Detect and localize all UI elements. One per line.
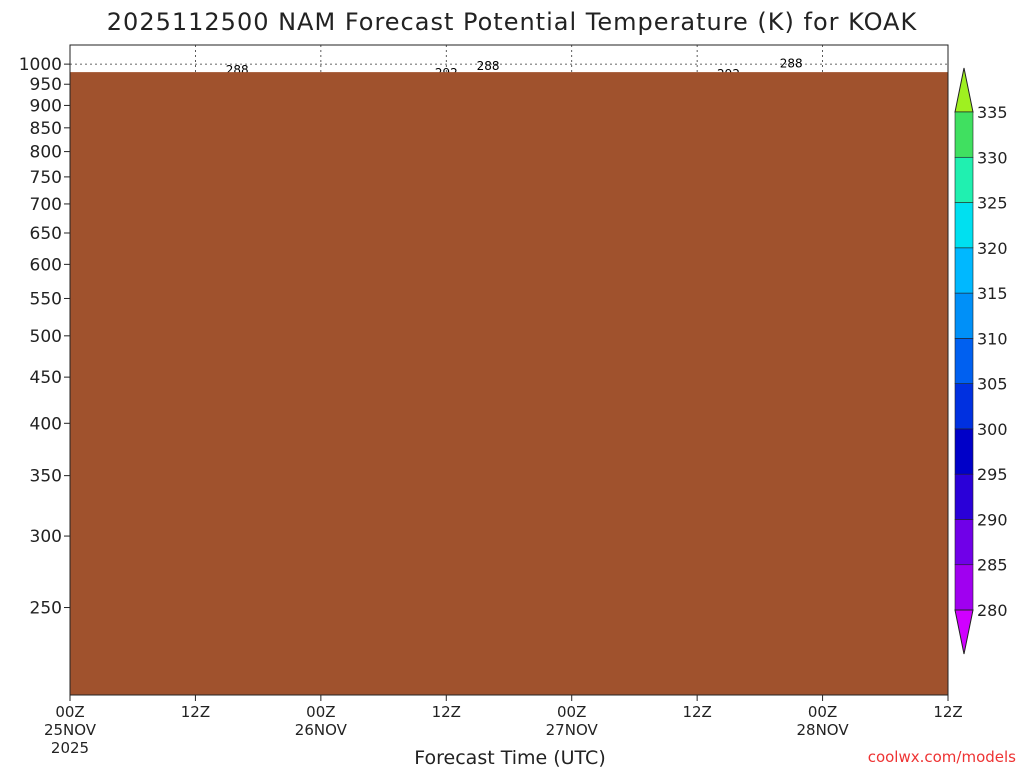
- x-tick-label: 12Z: [682, 703, 711, 721]
- x-tick-label: 27NOV: [546, 721, 599, 739]
- colorbar-swatch: [954, 564, 974, 611]
- colorbar-swatch: [954, 156, 974, 203]
- plot-frame: [69, 44, 949, 696]
- y-tick-label: 650: [30, 224, 62, 244]
- x-tick-label: 12Z: [432, 703, 461, 721]
- colorbar-label: 285: [977, 556, 1008, 575]
- colorbar-swatch: [954, 338, 974, 384]
- colorbar-label: 310: [977, 329, 1008, 348]
- colorbar-label: 295: [977, 465, 1008, 484]
- chart-title: 2025112500 NAM Forecast Potential Temper…: [107, 8, 918, 36]
- y-tick-label: 800: [30, 143, 62, 163]
- y-tick-label: 550: [30, 289, 62, 309]
- x-tick-label: 28NOV: [797, 721, 850, 739]
- x-tick-label: 2025: [51, 739, 89, 757]
- y-tick-label: 300: [30, 527, 62, 547]
- x-tick-label: 00Z: [55, 703, 84, 721]
- isentrope-label: 288: [780, 56, 803, 70]
- colorbar-label: 300: [977, 420, 1008, 439]
- colorbar-max-arrow: [954, 67, 974, 113]
- y-tick-label: 600: [30, 255, 62, 275]
- colorbar-label: 290: [977, 510, 1008, 529]
- colorbar-swatch: [954, 292, 974, 339]
- y-tick-label: 450: [30, 368, 62, 388]
- colorbar-label: 305: [977, 375, 1008, 394]
- y-tick-label: 400: [30, 414, 62, 434]
- x-axis-label: Forecast Time (UTC): [414, 747, 605, 768]
- isentrope-label: 288: [477, 59, 500, 73]
- colorbar-swatch: [954, 473, 974, 520]
- y-tick-label: 250: [30, 599, 62, 619]
- colorbar-label: 335: [977, 103, 1008, 122]
- colorbar-swatch: [954, 111, 974, 158]
- x-tick-label: 26NOV: [295, 721, 348, 739]
- x-tick-label: 00Z: [557, 703, 586, 721]
- colorbar-label: 320: [977, 239, 1008, 258]
- colorbar-swatch: [954, 383, 974, 430]
- pressure-axis: 250 300 350 400 450 500 550 600 650 700 750 800 850 9…: [19, 55, 70, 619]
- y-tick-label: 1000: [19, 55, 62, 75]
- y-tick-label: 350: [30, 467, 62, 487]
- colorbar-label: 315: [977, 284, 1008, 303]
- colorbar-swatch: [954, 202, 974, 249]
- ground-layer: [70, 72, 948, 695]
- colorbar: 280 285 290 295 300 305 310 315 320 325 330 335: [954, 67, 1008, 655]
- colorbar-swatch: [954, 519, 974, 566]
- y-tick-label: 750: [30, 168, 62, 188]
- x-tick-label: 00Z: [808, 703, 837, 721]
- x-tick-label: 12Z: [181, 703, 210, 721]
- colorbar-label: 280: [977, 601, 1008, 620]
- y-tick-label: 950: [30, 75, 62, 95]
- x-tick-label: 12Z: [933, 703, 962, 721]
- colorbar-swatch: [954, 247, 974, 294]
- source-credit[interactable]: coolwx.com/models: [868, 748, 1016, 766]
- colorbar-min-arrow: [954, 609, 974, 655]
- y-tick-label: 900: [30, 96, 62, 116]
- y-tick-label: 850: [30, 119, 62, 139]
- colorbar-label: 330: [977, 148, 1008, 167]
- x-tick-label: 00Z: [306, 703, 335, 721]
- colorbar-label: 325: [977, 194, 1008, 213]
- y-tick-label: 500: [30, 327, 62, 347]
- colorbar-swatch: [954, 428, 974, 475]
- x-tick-label: 25NOV: [44, 721, 97, 739]
- y-tick-label: 700: [30, 195, 62, 215]
